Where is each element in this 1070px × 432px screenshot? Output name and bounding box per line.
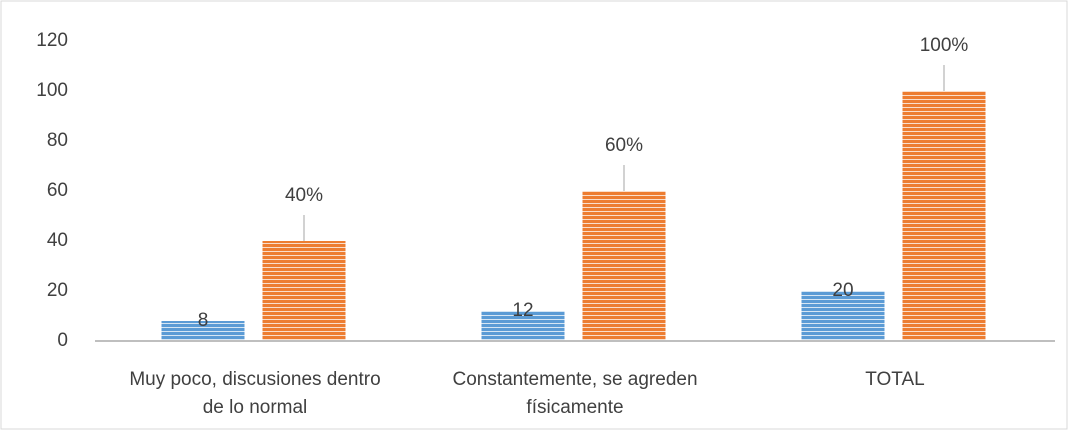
x-tick-label: TOTAL xyxy=(865,369,924,390)
data-label: 12 xyxy=(512,300,533,321)
y-tick-label: 60 xyxy=(47,180,68,201)
y-tick-label: 120 xyxy=(36,30,68,51)
y-tick-label: 20 xyxy=(47,280,68,301)
x-tick-label: Muy poco, discusiones dentro de lo normal xyxy=(129,369,380,418)
y-tick-label: 0 xyxy=(57,330,68,351)
data-label: 100% xyxy=(920,35,969,56)
y-tick-label: 100 xyxy=(36,80,68,101)
data-label: 60% xyxy=(605,135,643,156)
bar-pattern xyxy=(481,311,565,341)
data-label: 40% xyxy=(285,185,323,206)
data-label: 8 xyxy=(198,310,209,331)
y-tick-label: 80 xyxy=(47,130,68,151)
x-tick-label: Constantemente, se agreden físicamente xyxy=(452,369,697,418)
bar-pattern xyxy=(902,91,986,341)
data-label: 20 xyxy=(832,280,853,301)
y-tick-label: 40 xyxy=(47,230,68,251)
bar-pattern xyxy=(161,321,245,341)
bar-pattern xyxy=(582,191,666,341)
bar-pattern xyxy=(262,241,346,341)
bar-pattern xyxy=(801,291,885,341)
